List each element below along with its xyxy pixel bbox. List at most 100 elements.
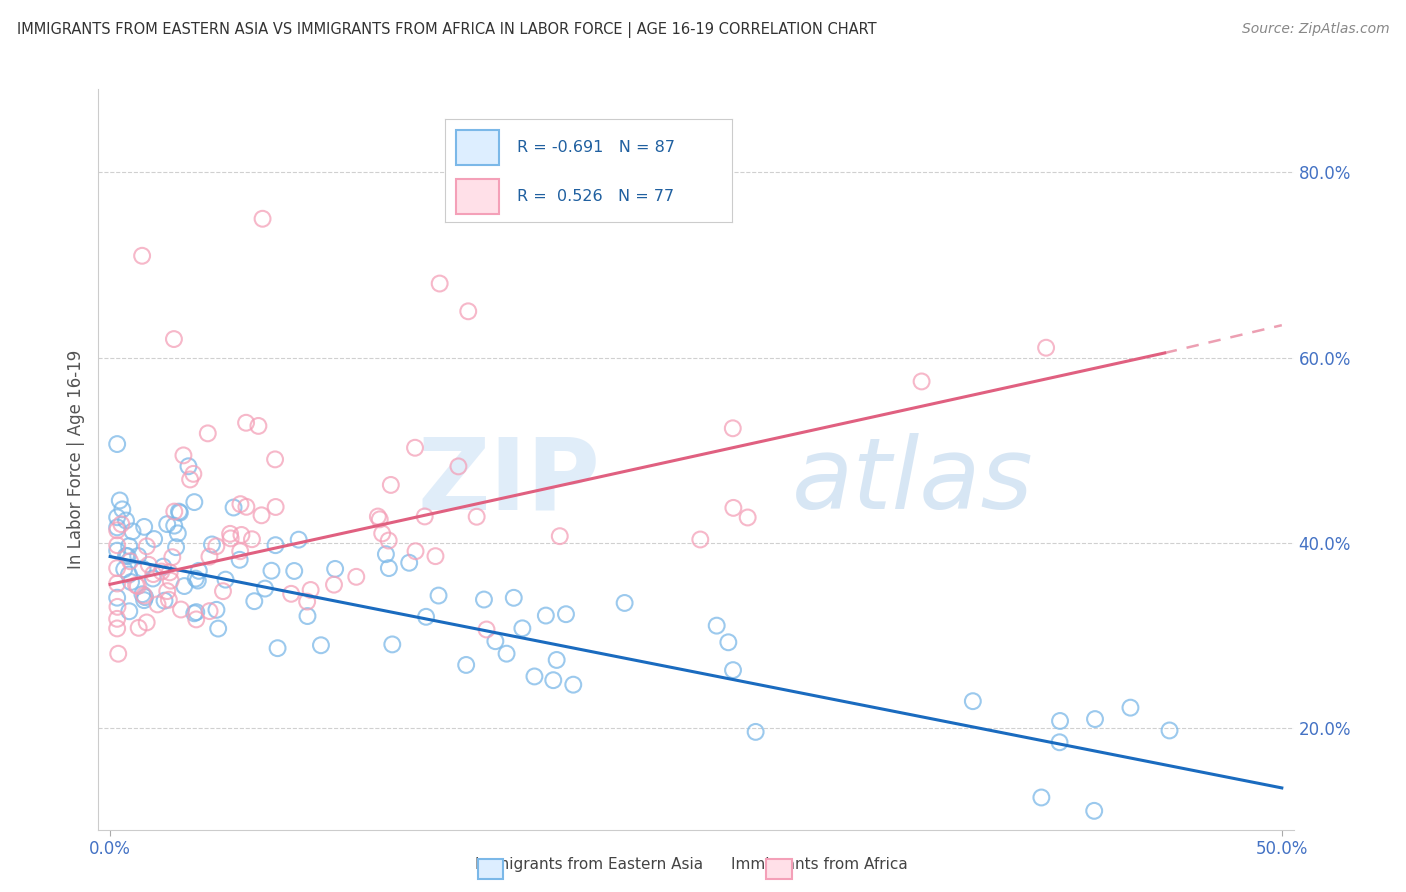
Point — [105, 437, 128, 451]
Point — [105, 612, 128, 626]
Point — [266, 641, 288, 656]
Point — [118, 539, 141, 553]
Point — [197, 426, 219, 441]
Point — [425, 549, 447, 563]
Point — [110, 517, 132, 532]
Point — [198, 549, 221, 564]
Point — [118, 567, 141, 582]
Point — [184, 572, 207, 586]
Point — [105, 561, 128, 575]
Point — [107, 647, 129, 661]
Point — [157, 592, 180, 607]
Point — [214, 573, 236, 587]
Point — [415, 609, 437, 624]
Point — [721, 663, 744, 677]
Point — [717, 635, 740, 649]
Point — [1031, 790, 1053, 805]
Point — [159, 566, 181, 580]
Point — [135, 615, 157, 630]
Point — [534, 608, 557, 623]
Point — [115, 514, 138, 528]
Point — [555, 607, 578, 622]
Point — [252, 211, 274, 226]
Point — [260, 564, 283, 578]
Point — [484, 634, 506, 648]
Point — [146, 598, 169, 612]
Point — [167, 505, 190, 519]
Point — [173, 579, 195, 593]
Point — [323, 562, 346, 576]
Point — [138, 558, 160, 572]
Point — [131, 249, 153, 263]
Point — [368, 512, 391, 526]
Point — [121, 524, 143, 539]
Point — [153, 593, 176, 607]
Point — [105, 576, 128, 591]
Point — [1119, 700, 1142, 714]
Point — [127, 549, 149, 563]
Point — [465, 509, 488, 524]
Point — [264, 452, 287, 467]
Point — [183, 495, 205, 509]
Point — [721, 421, 744, 435]
Point — [457, 304, 479, 318]
Point — [264, 538, 287, 552]
Point — [111, 502, 134, 516]
Point — [380, 478, 402, 492]
Point — [1035, 341, 1057, 355]
Point — [132, 589, 155, 603]
Point — [381, 637, 404, 651]
Point — [229, 497, 252, 511]
Point — [502, 591, 524, 605]
Point — [127, 579, 149, 593]
Point — [177, 459, 200, 474]
Point — [117, 549, 139, 563]
Text: Source: ZipAtlas.com: Source: ZipAtlas.com — [1241, 22, 1389, 37]
Point — [142, 567, 165, 582]
Point — [115, 549, 138, 563]
Point — [472, 592, 495, 607]
Text: ZIP: ZIP — [418, 434, 600, 530]
Point — [172, 449, 194, 463]
Point — [125, 578, 148, 592]
Point — [163, 332, 186, 346]
Point — [1083, 804, 1105, 818]
Point — [378, 561, 401, 575]
Point — [198, 604, 221, 618]
Point — [105, 538, 128, 552]
Point — [512, 621, 534, 635]
Point — [429, 277, 451, 291]
Point — [183, 467, 205, 481]
Point — [118, 604, 141, 618]
Point — [323, 577, 346, 591]
Point — [152, 559, 174, 574]
Point — [283, 564, 305, 578]
Point — [112, 562, 135, 576]
Point — [179, 473, 201, 487]
Point — [219, 526, 242, 541]
Text: Immigrants from Eastern Asia: Immigrants from Eastern Asia — [475, 857, 703, 872]
Point — [222, 500, 245, 515]
Point — [187, 564, 209, 578]
Point — [295, 594, 318, 608]
Point — [523, 669, 546, 683]
Point — [105, 591, 128, 605]
Point — [108, 493, 131, 508]
Point — [962, 694, 984, 708]
Point — [201, 537, 224, 551]
Point — [548, 529, 571, 543]
Text: Immigrants from Africa: Immigrants from Africa — [731, 857, 908, 872]
Point — [910, 375, 932, 389]
Point — [689, 533, 711, 547]
Point — [405, 544, 427, 558]
Point — [159, 574, 181, 588]
Point — [156, 584, 179, 599]
Point — [120, 575, 142, 590]
Point — [105, 520, 128, 534]
Point — [156, 517, 179, 532]
Point — [456, 657, 478, 672]
Point — [166, 526, 188, 541]
Point — [723, 500, 745, 515]
Point — [543, 673, 565, 688]
Point — [613, 596, 636, 610]
